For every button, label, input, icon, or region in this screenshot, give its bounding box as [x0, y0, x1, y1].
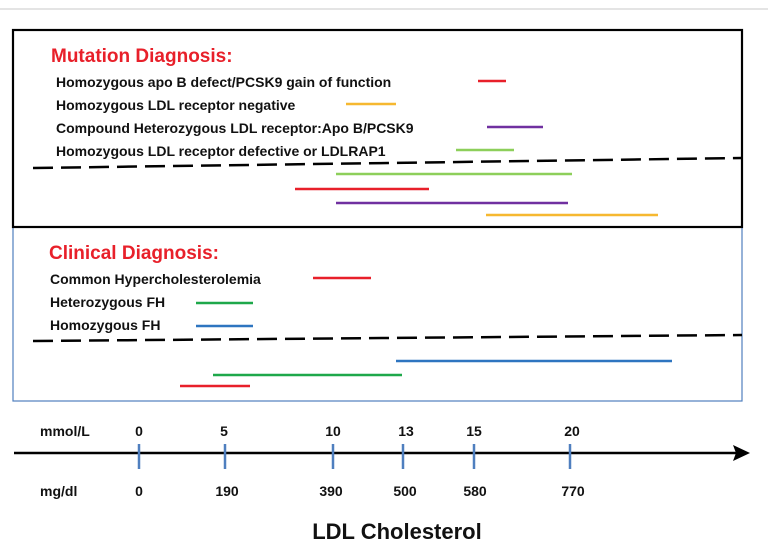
tick-mmol-0: 0 — [135, 423, 143, 439]
clinical-legend-label-2: Heterozygous FH — [50, 294, 165, 310]
mutation-legend-label-4: Homozygous LDL receptor defective or LDL… — [56, 143, 386, 159]
clinical-legend-label-3: Homozygous FH — [50, 317, 160, 333]
tick-mmol-15: 15 — [466, 423, 482, 439]
tick-mmol-5: 5 — [220, 423, 228, 439]
axis-arrowhead — [733, 445, 750, 461]
ldl-axis: mmol/L mg/dl 0 0 5 190 10 390 13 500 15 … — [14, 423, 750, 544]
mutation-legend-label-1: Homozygous apo B defect/PCSK9 gain of fu… — [56, 74, 391, 90]
clinical-legend-label-1: Common Hypercholesterolemia — [50, 271, 261, 287]
tick-mgdl-580: 580 — [463, 483, 487, 499]
unit-label-mmol: mmol/L — [40, 423, 90, 439]
tick-mgdl-0: 0 — [135, 483, 143, 499]
mutation-panel: Mutation Diagnosis: Homozygous apo B def… — [32, 46, 743, 217]
tick-mmol-13: 13 — [398, 423, 414, 439]
mutation-panel-frame — [11, 28, 744, 229]
mutation-title: Mutation Diagnosis: — [51, 46, 233, 67]
clinical-title: Clinical Diagnosis: — [49, 243, 219, 264]
clinical-dashed-divider — [32, 333, 743, 343]
tick-mmol-20: 20 — [564, 423, 580, 439]
unit-label-mgdl: mg/dl — [40, 483, 77, 499]
tick-mgdl-500: 500 — [393, 483, 417, 499]
axis-title: LDL Cholesterol — [312, 519, 482, 544]
clinical-panel: Clinical Diagnosis: Common Hypercholeste… — [32, 243, 743, 388]
tick-mgdl-770: 770 — [561, 483, 585, 499]
tick-mgdl-190: 190 — [215, 483, 239, 499]
tick-mgdl-390: 390 — [319, 483, 343, 499]
mutation-dashed-divider — [32, 156, 743, 170]
mutation-legend-label-3: Compound Heterozygous LDL receptor:Apo B… — [56, 120, 414, 136]
tick-mmol-10: 10 — [325, 423, 341, 439]
mutation-legend-label-2: Homozygous LDL receptor negative — [56, 97, 296, 113]
